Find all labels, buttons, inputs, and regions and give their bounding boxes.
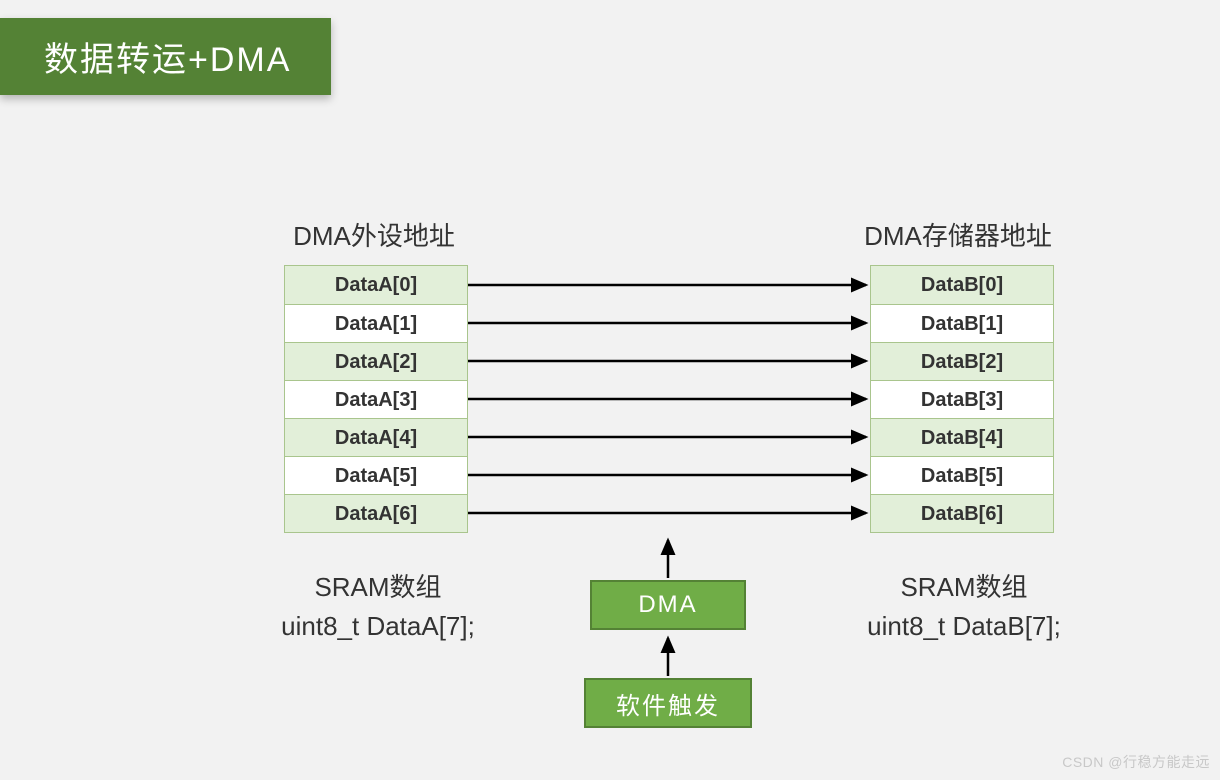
right-cell-1: DataB[1] bbox=[871, 304, 1053, 342]
left-array-caption: SRAM数组 uint8_t DataA[7]; bbox=[228, 568, 528, 646]
right-array-column: DataB[0]DataB[1]DataB[2]DataB[3]DataB[4]… bbox=[870, 265, 1054, 533]
software-trigger-label: 软件触发 bbox=[616, 686, 720, 721]
right-column-header-text: DMA存储器地址 bbox=[864, 221, 1052, 251]
watermark-label: CSDN @行稳方能走远 bbox=[1062, 754, 1210, 770]
left-cell-4: DataA[4] bbox=[285, 418, 467, 456]
right-cell-2: DataB[2] bbox=[871, 342, 1053, 380]
left-array-column: DataA[0]DataA[1]DataA[2]DataA[3]DataA[4]… bbox=[284, 265, 468, 533]
right-caption-line2: uint8_t DataB[7]; bbox=[867, 611, 1061, 641]
left-caption-line2: uint8_t DataA[7]; bbox=[281, 611, 475, 641]
left-caption-line1: SRAM数组 bbox=[314, 572, 441, 602]
left-cell-3: DataA[3] bbox=[285, 380, 467, 418]
right-cell-6: DataB[6] bbox=[871, 494, 1053, 532]
left-cell-0: DataA[0] bbox=[285, 266, 467, 304]
dma-box-label: DMA bbox=[638, 591, 697, 619]
right-caption-line1: SRAM数组 bbox=[900, 572, 1027, 602]
left-cell-1: DataA[1] bbox=[285, 304, 467, 342]
software-trigger-box: 软件触发 bbox=[584, 678, 752, 728]
dma-box: DMA bbox=[590, 580, 746, 630]
right-cell-4: DataB[4] bbox=[871, 418, 1053, 456]
left-column-header-text: DMA外设地址 bbox=[293, 221, 455, 251]
right-cell-5: DataB[5] bbox=[871, 456, 1053, 494]
dma-diagram: DMA外设地址 DMA存储器地址 DataA[0]DataA[1]DataA[2… bbox=[0, 0, 1220, 780]
left-cell-5: DataA[5] bbox=[285, 456, 467, 494]
right-cell-0: DataB[0] bbox=[871, 266, 1053, 304]
right-array-caption: SRAM数组 uint8_t DataB[7]; bbox=[814, 568, 1114, 646]
watermark-text: CSDN @行稳方能走远 bbox=[1062, 752, 1210, 772]
right-column-header: DMA存储器地址 bbox=[838, 216, 1078, 253]
left-column-header: DMA外设地址 bbox=[254, 216, 494, 253]
left-cell-6: DataA[6] bbox=[285, 494, 467, 532]
left-cell-2: DataA[2] bbox=[285, 342, 467, 380]
right-cell-3: DataB[3] bbox=[871, 380, 1053, 418]
